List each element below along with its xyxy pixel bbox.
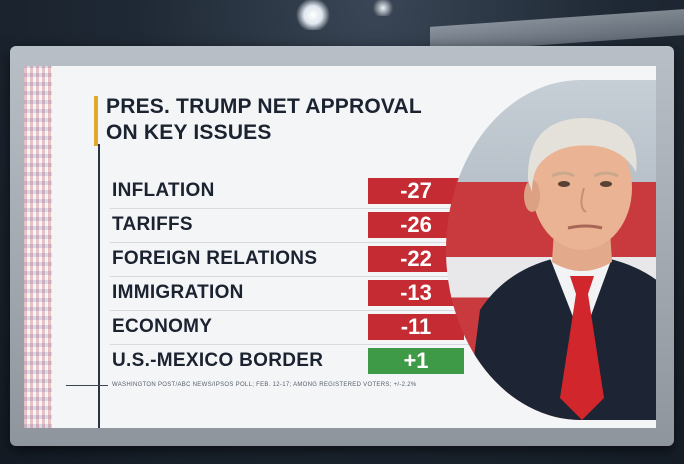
row-divider [110, 242, 574, 243]
chart-screen: PRES. TRUMP NET APPROVAL ON KEY ISSUES I… [24, 66, 656, 428]
title-line-1: PRES. TRUMP NET APPROVAL [106, 95, 422, 118]
bar-row: IMMIGRATION -13 [104, 278, 574, 311]
row-divider [110, 208, 574, 209]
studio-light [372, 0, 394, 16]
president-portrait [446, 80, 656, 420]
left-rule [98, 144, 100, 428]
category-label: IMMIGRATION [112, 282, 244, 303]
value-bar: -13 [368, 280, 464, 306]
chart-title: PRES. TRUMP NET APPROVAL ON KEY ISSUES [106, 94, 466, 146]
category-label: FOREIGN RELATIONS [112, 248, 318, 269]
value-bar: -27 [368, 178, 464, 204]
row-divider [110, 276, 574, 277]
category-label: U.S.-MEXICO BORDER [112, 350, 324, 371]
portrait-image [466, 118, 656, 420]
value-bar: +1 [368, 348, 464, 374]
bar-row: INFLATION -27 [104, 176, 574, 209]
value-bar: -11 [368, 314, 464, 340]
bar-row: U.S.-MEXICO BORDER +1 [104, 346, 574, 376]
row-divider [110, 310, 574, 311]
row-divider [110, 344, 574, 345]
source-rule [66, 385, 108, 386]
flag-decoration [24, 66, 52, 428]
title-accent-bar [94, 96, 98, 146]
studio-light [296, 0, 330, 30]
title-line-2: ON KEY ISSUES [106, 121, 272, 144]
category-label: ECONOMY [112, 316, 213, 337]
source-note: WASHINGTON POST/ABC NEWS/IPSOS POLL; FEB… [112, 382, 417, 388]
category-label: TARIFFS [112, 214, 193, 235]
category-label: INFLATION [112, 180, 215, 201]
bar-row: ECONOMY -11 [104, 312, 574, 345]
